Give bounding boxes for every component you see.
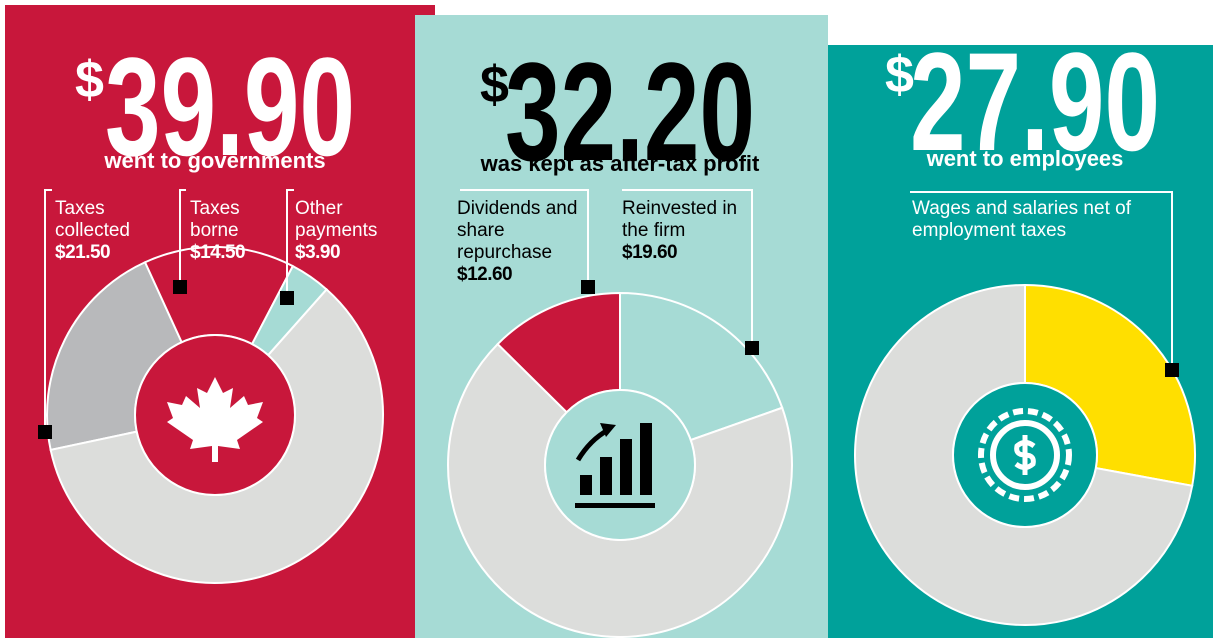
leader-line (44, 189, 52, 432)
slice-value: $21.50 (55, 242, 111, 263)
bar-icon (600, 457, 612, 495)
slice-name: Other payments (295, 198, 378, 241)
arrowhead-icon (600, 423, 616, 437)
subtitle: went to governments (103, 148, 325, 173)
slice-label: Wages and salaries net of employment tax… (912, 198, 1162, 242)
headline-amount: 32.20 (505, 33, 755, 190)
slice-name: Wages and salaries net of employment tax… (912, 198, 1131, 241)
headline-amount: 27.90 (910, 23, 1160, 180)
slice-label: Dividends and share repurchase $12.60 (457, 198, 582, 286)
leader-line (622, 189, 753, 348)
dollar-icon (1014, 435, 1036, 475)
maple-leaf-icon (167, 377, 263, 462)
leader-line (286, 189, 294, 298)
leader-line (910, 191, 1173, 370)
bar-icon (620, 439, 632, 495)
currency-symbol: $ (885, 46, 914, 104)
coin-icon (990, 420, 1060, 490)
coin-icon (978, 408, 1072, 502)
leader-line (179, 189, 186, 287)
base-icon (575, 503, 655, 508)
leader-marker (280, 291, 294, 305)
bar-icon (640, 423, 652, 495)
slice-value: $19.60 (622, 242, 678, 263)
slice-name: Reinvested in the firm (622, 198, 738, 241)
slice-name: Taxes borne (190, 198, 240, 241)
leader-marker (1165, 363, 1179, 377)
leader-marker (581, 280, 595, 294)
slice-label: Taxes collected $21.50 (55, 198, 155, 264)
leader-marker (745, 341, 759, 355)
leader-marker (38, 425, 52, 439)
slice-label: Taxes borne $14.50 (190, 198, 280, 264)
leader-marker (173, 280, 187, 294)
currency-symbol: $ (480, 56, 509, 114)
slice-name: Taxes collected (55, 198, 130, 241)
slice-value: $14.50 (190, 242, 246, 263)
headline-amount: 39.90 (105, 28, 355, 185)
bar-icon (580, 475, 592, 495)
slice-label: Other payments $3.90 (295, 198, 405, 264)
subtitle: was kept as after-tax profit (480, 151, 760, 176)
slice-value: $12.60 (457, 264, 513, 285)
currency-symbol: $ (75, 51, 104, 109)
leader-line (460, 189, 589, 287)
slice-name: Dividends and share repurchase (457, 198, 578, 263)
subtitle: went to employees (926, 146, 1124, 171)
slice-label: Reinvested in the firm $19.60 (622, 198, 747, 264)
slice-value: $3.90 (295, 242, 341, 263)
